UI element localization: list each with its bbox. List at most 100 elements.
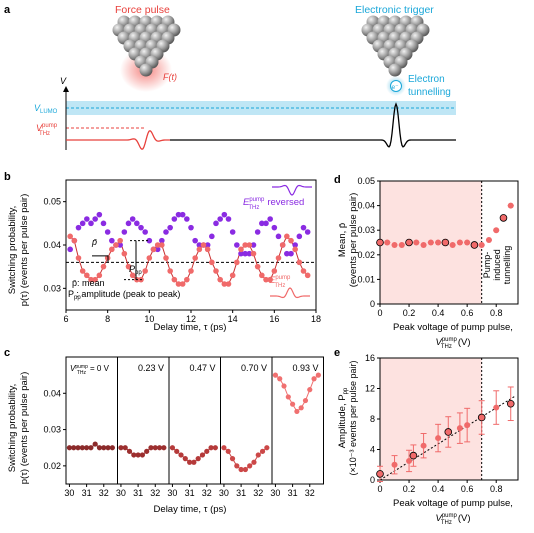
reversed-point — [117, 242, 123, 248]
normal-point — [109, 246, 115, 253]
data-point — [409, 451, 418, 460]
data-point — [427, 239, 434, 246]
subplot-point — [264, 445, 270, 451]
normal-point — [171, 276, 178, 283]
y-tick-label: 0.02 — [43, 461, 61, 471]
subplot-point — [156, 445, 163, 451]
reversed-point — [67, 246, 73, 253]
subplot-point — [135, 452, 141, 458]
subplot-point — [101, 445, 107, 451]
normal-point — [204, 246, 211, 253]
reversed-point — [100, 220, 107, 227]
subplot-point — [204, 448, 210, 454]
v-lumo-label: VLUMO — [34, 103, 58, 115]
reversed-point — [234, 242, 240, 248]
reversed-point — [296, 233, 303, 240]
normal-pulse-icon — [270, 287, 310, 299]
data-point — [441, 238, 450, 247]
subplot-point — [281, 383, 287, 389]
subplot-point — [208, 445, 214, 451]
data-point — [464, 422, 471, 429]
subplot-point — [187, 459, 193, 465]
x-tick-label: 8 — [105, 314, 110, 324]
normal-point — [209, 259, 215, 266]
subplot-point — [255, 452, 261, 458]
data-point — [477, 413, 486, 422]
x-tick-label: 32 — [202, 488, 212, 498]
reversed-point — [304, 229, 311, 235]
subplot-point — [96, 445, 103, 451]
data-point — [420, 241, 427, 248]
x-tick-label: 32 — [253, 488, 263, 498]
data-point — [420, 442, 427, 449]
panel-e-ylabel-2: (×10⁻³ events per pulse pair) — [348, 360, 358, 475]
subplot-point — [259, 448, 266, 454]
subplot-point — [199, 452, 206, 458]
reversed-point — [221, 211, 228, 218]
subplot-point — [212, 445, 218, 451]
y-tick-label: 0 — [370, 299, 375, 309]
y-tick-label: 0.04 — [43, 240, 61, 250]
tip-atom — [388, 63, 402, 77]
subplot-point — [174, 448, 180, 454]
reversed-point — [96, 211, 103, 218]
normal-point — [179, 281, 186, 287]
normal-point — [96, 272, 103, 279]
normal-point — [167, 268, 173, 274]
normal-point — [284, 233, 290, 240]
data-point — [464, 239, 471, 246]
electron-label-1: Electron — [408, 74, 445, 85]
voltage-label: 0.47 V — [189, 363, 215, 373]
normal-point — [200, 242, 207, 248]
x-tick-label: 0.4 — [432, 484, 445, 494]
normal-point — [292, 246, 298, 253]
reversed-point — [171, 216, 178, 222]
data-point — [456, 239, 463, 246]
reversed-point — [142, 229, 148, 235]
reversed-point — [167, 224, 173, 231]
pbar-bracket — [92, 255, 109, 263]
x-tick-label: 30 — [167, 488, 177, 498]
panel-e-letter: e — [334, 347, 340, 359]
data-point — [470, 241, 479, 249]
annot-line-3: tunnelling — [502, 246, 512, 285]
panel-d-ylabel-1: Mean, p̄ — [337, 223, 348, 257]
subplot-point — [302, 397, 309, 404]
normal-point — [142, 268, 148, 274]
reversed-point — [146, 237, 153, 244]
subplot-frame — [168, 356, 221, 485]
reversed-point — [188, 224, 194, 231]
panel-d-letter: d — [334, 174, 341, 186]
panel-e-xlabel-1: Peak voltage of pump pulse, — [393, 498, 513, 509]
reversed-point — [254, 229, 261, 235]
electron-label-2: tunnelling — [408, 87, 451, 98]
normal-point — [154, 242, 161, 248]
panel-c-ylabel-2: p(τ) (events per pulse pair) — [19, 372, 30, 485]
subplot-point — [161, 445, 167, 451]
panel-b-plot: 6 8 10 12 14 16 18 0.03 0.04 0.05 — [43, 179, 321, 324]
x-tick-label: 30 — [64, 488, 74, 498]
pbar-label: p̄ — [91, 237, 97, 247]
subplot-curve — [275, 374, 319, 413]
data-point — [384, 239, 391, 246]
subplot-point — [105, 445, 111, 451]
subplot-point — [311, 376, 317, 382]
reversed-point — [163, 229, 169, 235]
reversed-point — [263, 220, 269, 227]
reversed-point — [109, 237, 115, 244]
data-point — [449, 241, 456, 248]
panel-c-letter: c — [4, 347, 10, 359]
electronic-trigger-label: Electronic trigger — [355, 4, 434, 16]
panel-b: b Switching probability, p(τ) (events pe… — [4, 171, 321, 333]
x-tick-label: 0.4 — [432, 308, 445, 318]
normal-point — [79, 268, 86, 274]
subplot-frame — [271, 356, 324, 485]
normal-point — [129, 272, 136, 279]
normal-point — [296, 259, 303, 266]
subplot-point — [75, 445, 81, 451]
reversed-point — [204, 242, 211, 248]
force-label: F(t) — [163, 72, 177, 82]
subplot-point — [195, 456, 201, 462]
normal-point — [117, 237, 123, 244]
normal-point — [184, 276, 190, 283]
